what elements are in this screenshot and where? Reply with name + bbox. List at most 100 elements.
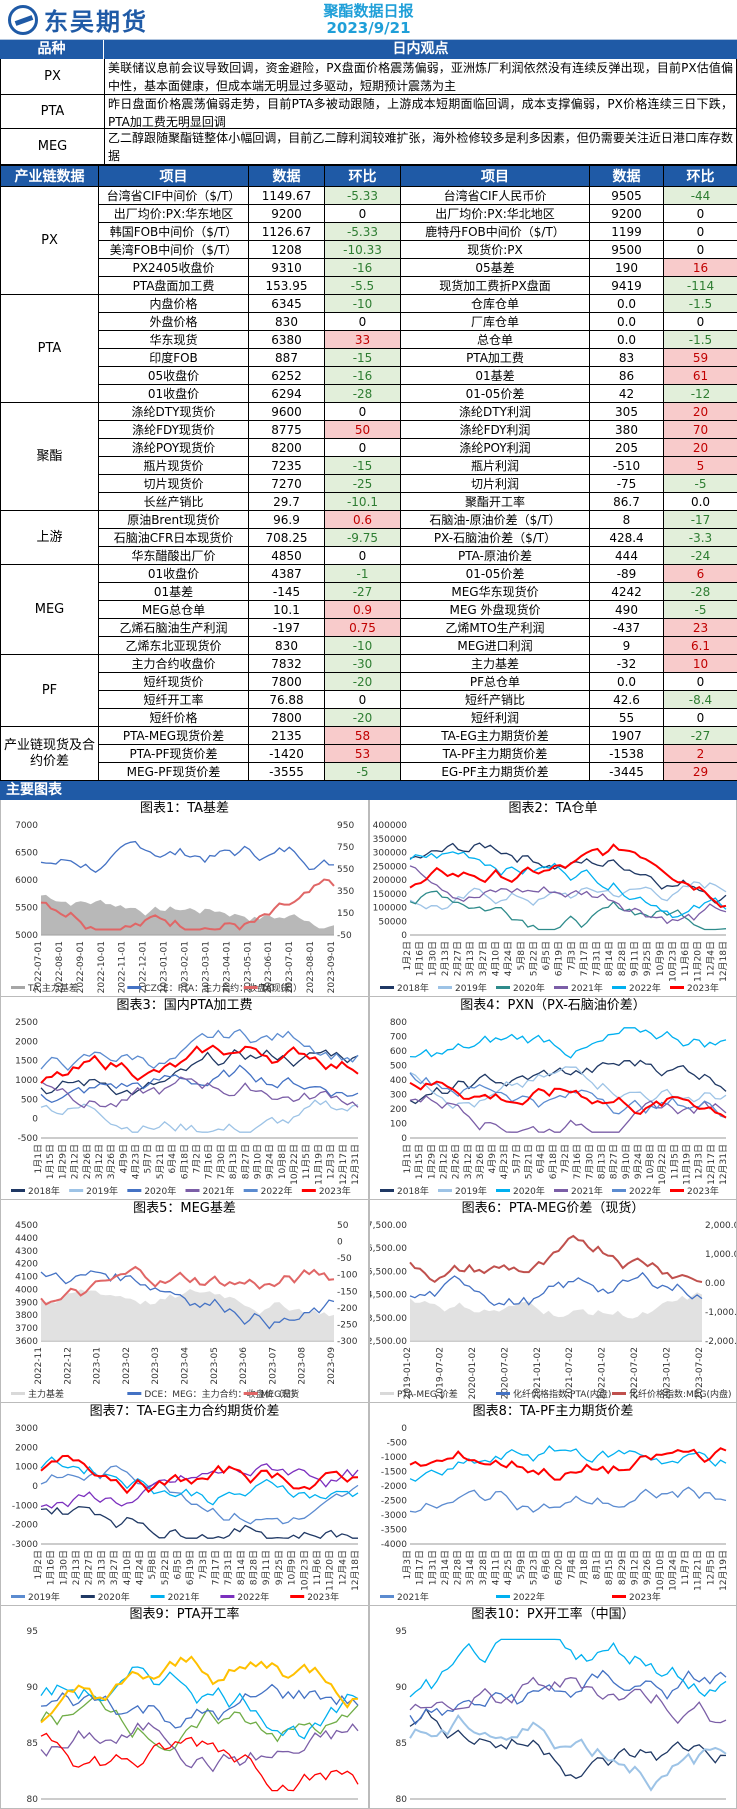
value-cell: 490: [590, 601, 664, 619]
y-tick-label: -3000: [381, 1511, 407, 1521]
change-cell: -30: [325, 655, 401, 673]
opinion-text: 昨日盘面价格震荡偏弱走势，目前PTA多被动跟随，上游成本短期面临回调，成本支撑偏…: [105, 95, 736, 128]
series-line: [41, 1657, 358, 1723]
series-line: [41, 1723, 358, 1771]
value-cell: 0.0: [590, 295, 664, 313]
y-tick-label: 6,500.00: [370, 1244, 407, 1254]
x-tick-label: 1月15日: [45, 1144, 56, 1179]
change-cell: 0: [664, 313, 737, 331]
y-tick-label: 1000: [15, 1463, 38, 1473]
y-tick-label: -1500: [381, 1468, 407, 1478]
legend-label: 2023年: [307, 1591, 339, 1603]
legend-label: 化纤价格指数:MEG(内盘): [629, 1388, 731, 1400]
value-cell: 6252: [249, 367, 325, 385]
change-cell: -8.4: [664, 691, 737, 709]
x-tick-label: 1月16日: [415, 941, 426, 976]
value-cell: 9: [590, 637, 664, 655]
x-tick-label: 2023-08-01: [306, 941, 316, 993]
item-cell: PTA盘面加工费: [99, 277, 249, 295]
change-cell: 16: [664, 259, 737, 277]
y-tick-label: -500: [387, 1439, 408, 1449]
x-tick-label: 7月2日: [560, 1144, 571, 1173]
change-cell: -5: [325, 763, 401, 781]
x-tick-label: 5月22日: [528, 941, 539, 976]
item-cell: MEG-PF现货价差: [99, 763, 249, 781]
chart-title: 图表4：PXN（PX-石脑油价差）: [370, 997, 736, 1014]
y-tick-label: 3,500.00: [370, 1314, 407, 1324]
y-right-tick-label: -50: [337, 1254, 352, 1264]
x-tick-label: 3月13日: [465, 941, 476, 976]
x-tick-label: 8月13日: [596, 1144, 607, 1179]
series-line: [410, 1716, 726, 1790]
value-cell: 190: [590, 259, 664, 277]
change-cell: 0.0: [664, 493, 737, 511]
item-cell: 现货价:PX: [401, 241, 590, 259]
x-tick-label: 9月25日: [274, 1550, 285, 1585]
y-right-tick-label: -150: [337, 1287, 358, 1297]
table-header-row: 产业链数据项目数据环比项目数据环比: [1, 166, 737, 187]
item-cell: 乙烯东北亚现货价: [99, 637, 249, 655]
legend-swatch: [81, 1595, 95, 1598]
x-tick-label: 10月22日: [289, 1144, 300, 1185]
item-cell: MEG进口利润: [401, 637, 590, 655]
x-tick-label: 10月22日: [657, 1144, 668, 1185]
legend-swatch: [69, 1189, 83, 1192]
value-cell: -510: [590, 457, 664, 475]
chart-plot: 7,500.006,500.005,500.004,500.003,500.00…: [370, 1217, 736, 1403]
y-tick-label: 4400: [15, 1234, 38, 1244]
change-cell: 58: [325, 727, 401, 745]
series-line: [41, 842, 334, 873]
legend-label: 2018年: [397, 1185, 429, 1197]
series-line: [41, 1685, 358, 1728]
series-area: [410, 1292, 702, 1341]
change-cell: -27: [664, 727, 737, 745]
value-cell: 305: [590, 403, 664, 421]
series-line: [410, 1096, 726, 1132]
y-tick-label: 4200: [15, 1260, 38, 1270]
table-header-cell: 项目: [401, 166, 590, 187]
y-tick-label: 95: [396, 1627, 407, 1637]
x-tick-label: 2022-12: [63, 1347, 73, 1385]
value-cell: 2135: [249, 727, 325, 745]
x-tick-label: 9月25日: [642, 941, 653, 976]
change-cell: -15: [325, 457, 401, 475]
y-tick-label: 700: [390, 1033, 407, 1043]
series-line: [410, 1273, 702, 1306]
x-tick-label: 3月12日: [463, 1144, 474, 1179]
x-tick-label: 5月22日: [160, 1550, 171, 1585]
change-cell: -24: [664, 547, 737, 565]
x-tick-label: 9月26日: [642, 1550, 653, 1585]
series-area: [41, 1289, 334, 1341]
legend-label: 2021年: [168, 1591, 200, 1603]
series-line: [41, 1456, 358, 1493]
change-cell: 29: [664, 763, 737, 781]
x-tick-label: 3月13日: [96, 1550, 107, 1585]
item-cell: 美湾FOB中间价（$/T）: [99, 241, 249, 259]
value-cell: 9419: [590, 277, 664, 295]
value-cell: 0.0: [590, 313, 664, 331]
y-tick-label: 1000: [15, 1076, 38, 1086]
x-tick-label: 2022-10-01: [97, 941, 107, 993]
x-tick-label: 12月31日: [350, 1144, 361, 1185]
x-tick-label: 7月17日: [211, 1550, 222, 1585]
x-tick-label: 10月9日: [655, 941, 666, 976]
item-cell: 01-05价差: [401, 565, 590, 583]
item-cell: PTA-PF现货价差: [99, 745, 249, 763]
item-cell: 短纤利润: [401, 709, 590, 727]
x-tick-label: 3月12日: [94, 1144, 105, 1179]
series-line: [410, 1709, 726, 1778]
y-tick-label: 350000: [373, 835, 408, 845]
change-cell: -25: [325, 475, 401, 493]
change-cell: 0.75: [325, 619, 401, 637]
item-cell: 鹿特丹FOB中间价（$/T）: [401, 223, 590, 241]
y-right-tick-label: 0.00: [705, 1279, 725, 1289]
item-cell: 现货加工费折PX盘面: [401, 277, 590, 295]
legend-swatch: [220, 1595, 234, 1598]
